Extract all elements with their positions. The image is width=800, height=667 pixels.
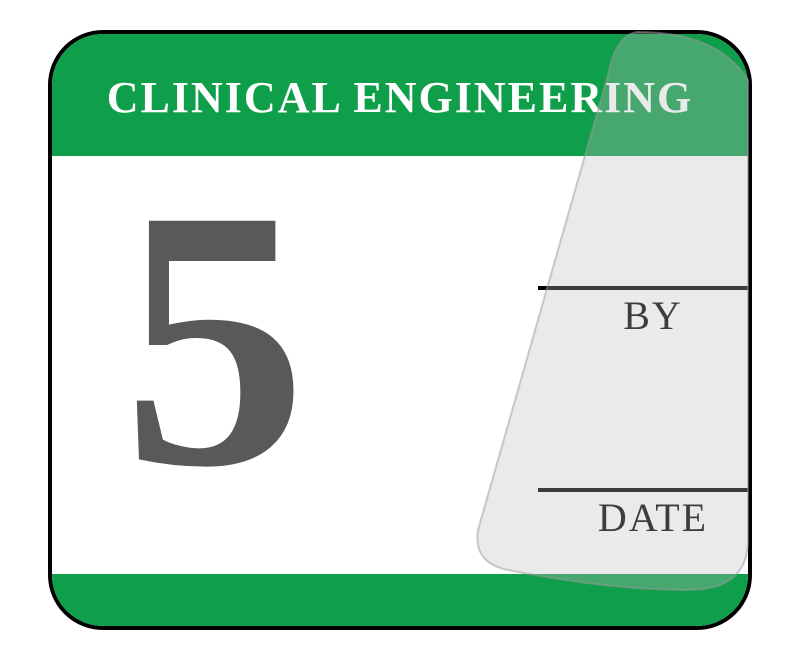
large-number: 5 <box>122 154 307 524</box>
inspection-label-card: CLINICAL ENGINEERING 5 BY DATE <box>48 30 752 630</box>
header-title: CLINICAL ENGINEERING <box>52 72 748 123</box>
by-label: BY <box>538 292 752 339</box>
date-underline <box>538 488 752 492</box>
by-underline <box>538 286 752 290</box>
footer-band <box>52 574 748 626</box>
date-label: DATE <box>538 494 752 541</box>
